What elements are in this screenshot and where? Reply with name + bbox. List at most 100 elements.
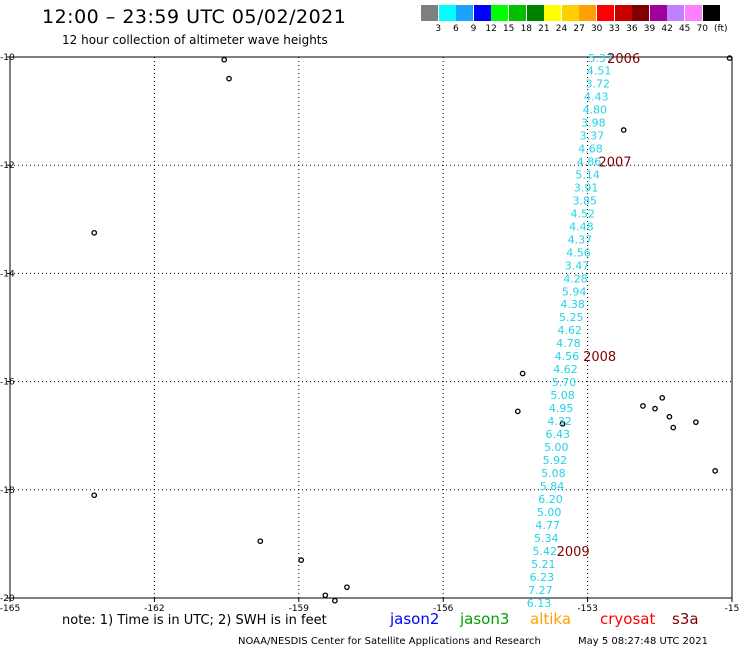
longitude-tick-label: -153: [577, 604, 597, 614]
satellite-cryosat-label: cryosat: [600, 610, 656, 628]
swh-value-label: 3.85: [572, 194, 597, 207]
island-outline: [514, 408, 521, 415]
map-frame: [9, 56, 733, 599]
swh-value-label: 4.62: [553, 363, 578, 376]
legend-label: 9: [470, 24, 477, 34]
legend-label: 27: [573, 24, 585, 34]
swh-value-label: 5.21: [531, 558, 556, 571]
swh-value-label: 6.13: [527, 597, 552, 610]
legend-swatch: [597, 5, 614, 21]
longitude-tick-label: -156: [433, 604, 454, 614]
legend-label: 45: [678, 24, 691, 34]
legend-swatch: [649, 5, 667, 21]
swh-value-label: 4.95: [549, 402, 574, 415]
pass-time-label: 2009: [557, 545, 590, 560]
island-outline: [666, 413, 673, 420]
island-outline: [693, 419, 699, 426]
swh-value-label: 4.51: [587, 65, 612, 78]
latitude-tick-label: -20: [0, 594, 15, 604]
swh-value-label: 4.56: [555, 350, 580, 363]
swh-value-label: 5.00: [544, 441, 569, 454]
legend-label: 21: [538, 24, 550, 34]
legend-label: 3: [435, 24, 442, 34]
credit-text: NOAA/NESDIS Center for Satellite Applica…: [238, 636, 541, 647]
map-subtitle: 12 hour collection of altimeter wave hei…: [62, 33, 328, 47]
island-outline: [670, 424, 677, 431]
swh-value-label: 7.27: [528, 584, 553, 597]
longitude-tick-label: -162: [144, 604, 164, 614]
swh-value-label: 4.48: [569, 220, 594, 233]
satellite-altika-label: altika: [530, 610, 572, 628]
island-outline: [322, 592, 329, 599]
legend-label: 12: [485, 24, 497, 34]
longitude-tick-label: -15: [725, 604, 740, 614]
swh-value-label: 5.70: [552, 376, 577, 389]
legend-label: 33: [608, 24, 621, 34]
satellite-jason3-label: jason3: [460, 610, 510, 628]
island-outline: [257, 538, 264, 545]
island-outline: [559, 420, 566, 427]
legend-swatch: [491, 5, 509, 21]
swh-value-label: 3.37: [580, 129, 605, 142]
island-outline: [298, 557, 305, 563]
legend-swatch: [667, 5, 685, 21]
legend-label: 30: [590, 24, 603, 34]
legend-unit: (ft): [714, 24, 728, 34]
swh-value-label: 4.62: [558, 324, 583, 337]
island-outline: [91, 229, 98, 236]
legend-label: 39: [643, 24, 656, 34]
swh-value-label: 5.34: [534, 532, 559, 545]
legend-swatch: [526, 5, 544, 21]
swh-value-label: 6.23: [530, 571, 555, 584]
swh-value-label: 5.42: [533, 545, 558, 558]
map-title: 12:00 – 23:59 UTC 05/02/2021: [42, 6, 347, 28]
swh-value-label: 5.08: [550, 389, 575, 402]
island-outline: [640, 403, 646, 409]
island-outline: [226, 75, 232, 82]
swh-value-label: 3.72: [585, 78, 610, 91]
swh-value-label: 4.80: [583, 103, 608, 116]
swh-value-label: 4.52: [571, 207, 596, 220]
legend-swatch: [421, 5, 438, 21]
pass-time-label: 2008: [583, 350, 616, 365]
island-outline: [91, 492, 98, 499]
legend-swatch: [614, 5, 632, 21]
legend-label: 6: [453, 24, 459, 34]
legend-swatch: [632, 5, 650, 21]
island-outline: [726, 55, 733, 61]
legend-swatch: [685, 5, 702, 21]
island-outline: [652, 405, 658, 412]
swh-value-label: 5.92: [543, 454, 568, 467]
satellite-jason2-label: jason2: [390, 610, 440, 628]
island-outline: [519, 370, 526, 377]
swh-value-label: 5.08: [541, 467, 566, 480]
latitude-tick-label: -18: [0, 486, 15, 496]
legend-label: 36: [626, 24, 638, 34]
swh-value-label: 3.91: [574, 181, 599, 194]
swh-value-label: 5.25: [559, 311, 584, 324]
swh-value-label: 3.98: [581, 116, 606, 129]
pass-time-label: 2007: [598, 155, 631, 170]
swh-value-label: 4.32: [547, 415, 572, 428]
swh-value-label: 4.86: [577, 155, 602, 168]
swh-value-label: 5.37: [588, 52, 613, 65]
color-scale-legend: 3 6 9 12 15 18 21 24 27 30 33 36 39 42 45 70 (ft): [421, 5, 737, 41]
swh-value-label: 5.00: [537, 506, 562, 519]
legend-swatch: [509, 5, 526, 21]
swh-value-label: 6.20: [538, 493, 563, 506]
latitude-tick-label: -16: [0, 378, 15, 388]
pass-time-label: 2006: [607, 52, 640, 67]
swh-value-label: 4.43: [584, 90, 609, 103]
legend-swatch: [579, 5, 597, 21]
longitude-tick-label: -165: [0, 604, 20, 614]
legend-swatch: [473, 5, 491, 21]
legend-swatch: [544, 5, 562, 21]
legend-label: 42: [661, 24, 673, 34]
legend-label: 70: [696, 24, 709, 34]
legend-swatch: [438, 5, 456, 21]
island-outline: [620, 127, 627, 133]
swh-value-label: 4.56: [566, 246, 591, 259]
legend-swatch: [561, 5, 579, 21]
legend-label: 24: [555, 24, 568, 34]
